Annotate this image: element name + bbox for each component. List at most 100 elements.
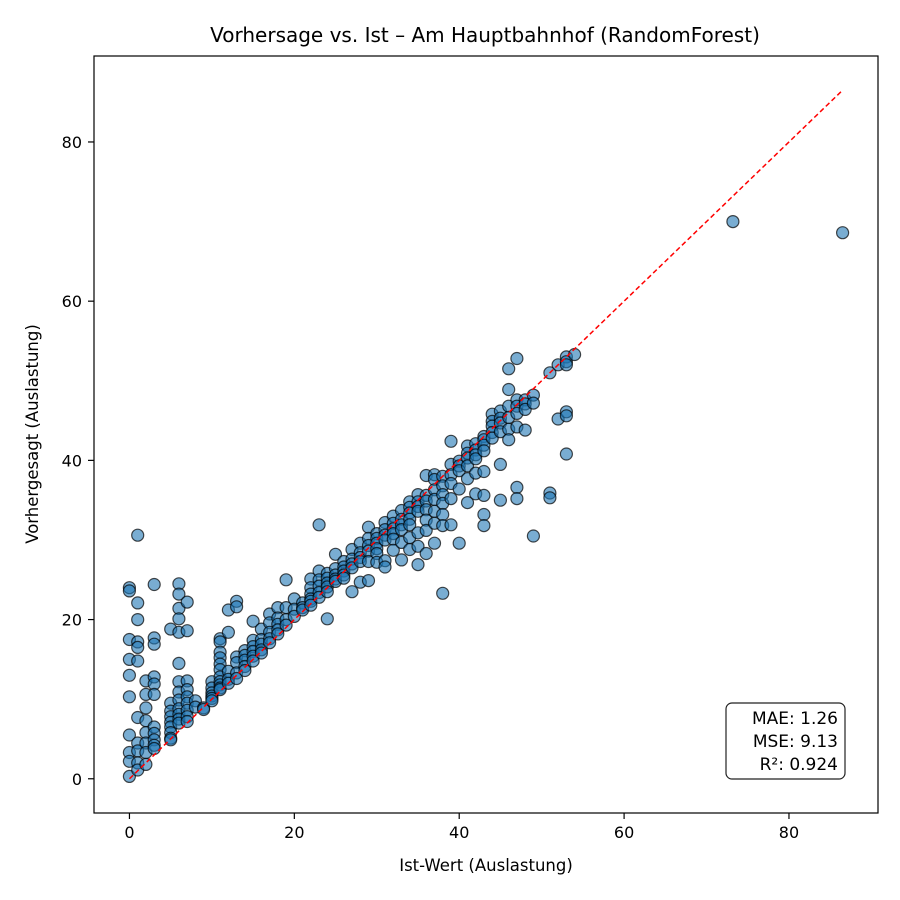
data-point xyxy=(510,351,524,366)
data-point xyxy=(361,573,376,588)
data-point xyxy=(477,444,491,458)
data-point xyxy=(122,584,136,598)
scatter-points xyxy=(122,215,850,784)
data-point xyxy=(246,654,260,668)
data-point xyxy=(477,464,491,479)
data-point xyxy=(526,396,541,410)
data-point xyxy=(304,598,318,612)
data-point xyxy=(835,226,850,240)
data-point xyxy=(559,358,574,372)
data-point xyxy=(436,586,450,600)
data-point xyxy=(452,482,466,496)
data-point xyxy=(147,741,161,756)
data-point xyxy=(131,654,145,668)
data-point xyxy=(526,529,541,543)
data-point xyxy=(197,702,211,717)
data-point xyxy=(320,612,334,626)
data-point xyxy=(403,518,417,532)
data-point xyxy=(726,215,740,229)
data-point xyxy=(444,434,458,448)
data-point xyxy=(477,507,491,522)
data-point xyxy=(477,518,491,533)
data-point xyxy=(502,382,516,397)
data-point xyxy=(205,694,219,708)
data-point xyxy=(180,595,194,609)
y-tick-label: 40 xyxy=(62,451,82,470)
x-tick-label: 20 xyxy=(284,823,304,842)
y-axis-ticks: 0 20 40 60 80 xyxy=(62,133,94,789)
data-point xyxy=(271,627,285,641)
y-tick-label: 60 xyxy=(62,292,82,311)
data-point xyxy=(131,528,145,542)
data-point xyxy=(122,728,136,742)
data-point xyxy=(180,624,194,638)
data-point xyxy=(122,668,136,682)
data-point xyxy=(518,423,532,437)
x-axis-label: Ist-Wert (Auslastung) xyxy=(399,856,573,875)
metrics-box-frame xyxy=(725,702,846,780)
data-point xyxy=(139,701,153,715)
data-point xyxy=(172,656,186,671)
data-point xyxy=(394,553,409,567)
data-point xyxy=(444,518,458,532)
x-tick-label: 60 xyxy=(614,823,634,842)
chart-title: Vorhersage vs. Ist – Am Hauptbahnhof (Ra… xyxy=(210,23,760,47)
data-point xyxy=(131,640,145,655)
data-point xyxy=(493,457,507,471)
data-point xyxy=(337,571,351,585)
data-point xyxy=(559,447,574,461)
mse-text: MSE: 9.13 xyxy=(753,732,838,752)
data-point xyxy=(328,547,343,561)
data-point xyxy=(419,546,433,561)
data-point xyxy=(131,612,145,627)
data-point xyxy=(460,459,475,473)
data-point xyxy=(502,433,516,447)
reference-line xyxy=(128,89,844,780)
data-point xyxy=(419,523,433,538)
data-point xyxy=(221,625,235,639)
data-point xyxy=(254,646,268,660)
x-axis-ticks: 0 20 40 60 80 xyxy=(124,813,799,842)
data-point xyxy=(172,587,186,601)
y-tick-label: 0 xyxy=(72,770,82,789)
y-tick-label: 20 xyxy=(62,611,82,630)
data-point xyxy=(427,536,442,550)
data-point xyxy=(559,409,574,423)
x-tick-label: 80 xyxy=(779,823,799,842)
r2-text: R²: 0.924 xyxy=(760,755,838,775)
data-point xyxy=(411,539,425,553)
data-point xyxy=(122,690,136,704)
data-point xyxy=(386,543,400,557)
y-axis-label: Vorhergesagt (Auslastung) xyxy=(23,324,42,544)
data-point xyxy=(444,492,458,506)
data-point xyxy=(469,452,483,466)
data-point xyxy=(279,618,293,632)
data-point xyxy=(312,518,326,532)
data-point xyxy=(502,362,516,376)
data-point xyxy=(230,671,244,686)
data-point xyxy=(246,614,260,628)
data-point xyxy=(147,687,161,702)
y-tick-label: 80 xyxy=(62,133,82,152)
data-point xyxy=(139,757,153,772)
x-tick-label: 40 xyxy=(449,823,469,842)
data-point xyxy=(436,507,450,522)
data-point xyxy=(460,496,475,510)
data-point xyxy=(131,596,145,610)
metrics-box: MAE: 1.26 MSE: 9.13 R²: 0.924 xyxy=(725,702,846,780)
data-point xyxy=(147,637,161,651)
data-point xyxy=(180,714,194,729)
data-point xyxy=(543,491,557,505)
data-point xyxy=(230,600,244,614)
data-point xyxy=(567,347,582,362)
data-point xyxy=(320,585,334,599)
x-tick-label: 0 xyxy=(124,823,134,842)
data-point xyxy=(279,573,293,587)
data-point xyxy=(238,663,252,678)
data-point xyxy=(345,585,359,599)
data-point xyxy=(172,612,186,626)
data-point xyxy=(510,492,524,506)
data-point xyxy=(452,536,466,550)
mae-text: MAE: 1.26 xyxy=(752,709,838,729)
